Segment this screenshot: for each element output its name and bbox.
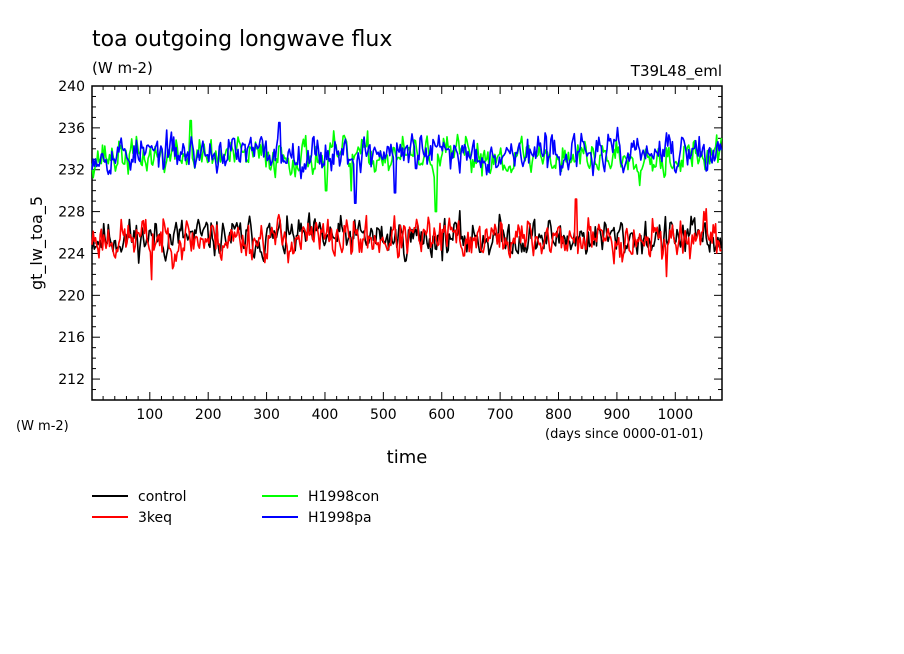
y-tick-label: 232 <box>58 163 85 179</box>
y-tick-label: 236 <box>58 121 85 137</box>
y-tick-label: 224 <box>58 246 85 262</box>
x-tick-label: 200 <box>195 407 222 423</box>
chart-units: (W m-2) <box>92 59 153 77</box>
y-tick-label: 240 <box>58 79 85 95</box>
x-axis-units: (days since 0000-01-01) <box>545 427 703 442</box>
x-axis-label: time <box>387 447 428 468</box>
x-tick-label: 1000 <box>657 407 693 423</box>
legend: control 3keq H1998con H1998pa <box>92 489 379 526</box>
y-tick-label: 220 <box>58 288 85 304</box>
y-tick-label: 216 <box>58 330 85 346</box>
chart-title: toa outgoing longwave flux <box>92 27 392 52</box>
series-line-H1998pa <box>91 121 723 204</box>
x-tick-label: 600 <box>428 407 455 423</box>
x-tick-label: 300 <box>253 407 280 423</box>
y-axis-units: (W m-2) <box>16 419 69 434</box>
legend-label-H1998con: H1998con <box>308 489 379 505</box>
legend-label-control: control <box>138 489 187 505</box>
x-tick-label: 700 <box>487 407 514 423</box>
x-tick-label: 800 <box>545 407 572 423</box>
y-axis-label: gt_lw_toa_5 <box>27 196 47 290</box>
series-line-H1998con <box>91 119 723 213</box>
legend-label-3keq: 3keq <box>138 510 172 526</box>
y-tick-label: 212 <box>58 372 85 388</box>
legend-label-H1998pa: H1998pa <box>308 510 372 526</box>
x-tick-label: 900 <box>604 407 631 423</box>
series-lines <box>91 119 723 281</box>
x-tick-label: 400 <box>312 407 339 423</box>
series-line-3keq <box>91 198 722 281</box>
y-tick-label: 228 <box>58 205 85 221</box>
experiment-label: T39L48_eml <box>630 62 722 81</box>
x-tick-label: 500 <box>370 407 397 423</box>
axis-ticks: 212 216 220 224 228 232 236 240 100 200 300 400 500 6… <box>58 79 722 423</box>
x-tick-label: 100 <box>136 407 163 423</box>
